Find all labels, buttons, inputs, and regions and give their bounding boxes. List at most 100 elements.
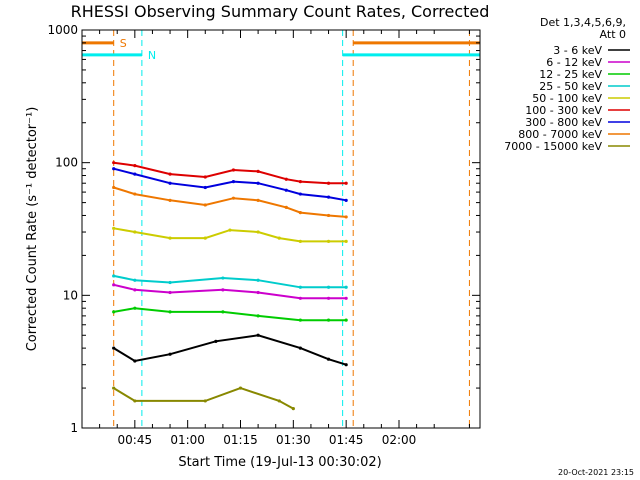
- legend-label-800-7000-keV: 800 - 7000 keV: [518, 128, 602, 141]
- series-point-25-50-keV-0: [112, 274, 116, 278]
- series-point-50-100-keV-8: [326, 239, 331, 243]
- legend-label-12-25-keV: 12 - 25 keV: [539, 68, 602, 81]
- x-tick-label-60: 01:00: [170, 433, 205, 447]
- series-point-300-800-keV-6: [284, 188, 288, 192]
- series-point-7000-15000-keV-0: [112, 386, 116, 390]
- y-tick-label-100: 100: [55, 156, 78, 170]
- series-point-50-100-keV-9: [344, 239, 348, 243]
- legend-label-3-6-keV: 3 - 6 keV: [553, 44, 602, 57]
- series-point-300-800-keV-5: [256, 181, 260, 185]
- series-point-25-50-keV-2: [168, 280, 172, 285]
- series-point-12-25-keV-2: [168, 310, 172, 314]
- series-point-100-300-keV-3: [203, 175, 207, 179]
- series-point-6-12-keV-1: [133, 288, 137, 292]
- series-point-7000-15000-keV-1: [133, 399, 137, 403]
- series-line-7000-15000-keV: [113, 387, 294, 410]
- y-tick-label-1000: 1000: [47, 23, 78, 37]
- x-tick-label-45: 00:45: [118, 433, 153, 447]
- series-point-7000-15000-keV-3: [238, 386, 243, 390]
- y-axis: 1 10 100 1000: [47, 23, 480, 435]
- series-line-12-25-keV: [113, 307, 347, 322]
- series-point-6-12-keV-6: [326, 296, 331, 300]
- series-point-300-800-keV-8: [326, 195, 331, 199]
- series-point-12-25-keV-5: [298, 318, 302, 322]
- legend-header-line-2: Att 0: [600, 28, 626, 41]
- series-point-300-800-keV-2: [168, 181, 172, 185]
- series-point-800-7000-keV-1: [133, 192, 137, 196]
- series-point-3-6-keV-5: [298, 346, 302, 350]
- series-point-7000-15000-keV-5: [291, 407, 295, 411]
- series-point-100-300-keV-7: [298, 179, 302, 184]
- series-point-800-7000-keV-6: [284, 205, 288, 210]
- series-point-300-800-keV-3: [203, 185, 207, 190]
- y-tick-label-1: 1: [70, 421, 78, 435]
- series-point-6-12-keV-3: [221, 288, 225, 292]
- series-point-25-50-keV-4: [256, 278, 260, 282]
- series-point-50-100-keV-1: [133, 230, 137, 234]
- series-line-3-6-keV: [113, 334, 347, 366]
- series-point-800-7000-keV-5: [256, 198, 260, 202]
- legend-header-line-1: Det 1,3,4,5,6,9,: [540, 16, 626, 29]
- series-point-50-100-keV-2: [168, 236, 172, 240]
- series-point-100-300-keV-5: [256, 169, 260, 173]
- series-point-300-800-keV-4: [231, 179, 236, 184]
- series-point-6-12-keV-5: [298, 296, 302, 300]
- x-axis: 00:45 01:00 01:15 01:30 01:45 02:00: [99, 30, 470, 447]
- series-point-3-6-keV-0: [112, 346, 116, 350]
- legend-label-100-300-keV: 100 - 300 keV: [525, 104, 602, 117]
- series-point-800-7000-keV-0: [112, 185, 116, 190]
- series-point-50-100-keV-6: [277, 236, 281, 240]
- series-point-3-6-keV-4: [256, 333, 260, 337]
- series-point-3-6-keV-6: [326, 357, 331, 361]
- marker-n-label: N: [148, 49, 156, 62]
- series-point-100-300-keV-8: [326, 181, 331, 185]
- series-point-25-50-keV-1: [133, 278, 137, 282]
- series-point-12-25-keV-1: [133, 306, 137, 310]
- series-point-12-25-keV-7: [344, 318, 348, 322]
- series-point-3-6-keV-2: [168, 352, 172, 356]
- series-point-6-12-keV-7: [344, 296, 348, 300]
- series-line-100-300-keV: [113, 161, 347, 185]
- series-point-300-800-keV-7: [298, 192, 302, 196]
- series-line-300-800-keV: [113, 167, 347, 202]
- series-point-7000-15000-keV-2: [203, 399, 207, 403]
- series-point-800-7000-keV-2: [168, 198, 172, 202]
- x-tick-label-120: 02:00: [382, 433, 417, 447]
- series-point-50-100-keV-4: [228, 228, 232, 232]
- series-point-100-300-keV-1: [133, 164, 137, 168]
- series-point-7000-15000-keV-4: [277, 399, 281, 403]
- series-point-800-7000-keV-8: [326, 213, 331, 218]
- series-point-50-100-keV-5: [256, 230, 260, 234]
- series-line-50-100-keV: [113, 227, 347, 243]
- x-tick-label-75: 01:15: [223, 433, 258, 447]
- series-point-6-12-keV-0: [112, 283, 116, 287]
- series-point-300-800-keV-1: [133, 172, 137, 176]
- series-point-12-25-keV-6: [326, 318, 331, 322]
- x-tick-label-105: 01:45: [329, 433, 364, 447]
- marker-s-label: S: [120, 37, 127, 50]
- series-point-3-6-keV-3: [214, 339, 218, 343]
- footer-timestamp: 20-Oct-2021 23:15: [558, 468, 634, 477]
- series-point-3-6-keV-1: [133, 359, 137, 363]
- series-point-50-100-keV-3: [203, 236, 207, 240]
- x-tick-label-90: 01:30: [276, 433, 311, 447]
- legend-label-50-100-keV: 50 - 100 keV: [532, 92, 602, 105]
- series-point-100-300-keV-2: [168, 172, 172, 176]
- series-point-3-6-keV-7: [344, 363, 348, 367]
- series-line-800-7000-keV: [113, 186, 347, 218]
- legend-label-7000-15000-keV: 7000 - 15000 keV: [504, 140, 602, 153]
- series-point-100-300-keV-9: [344, 181, 348, 185]
- series-point-300-800-keV-9: [344, 198, 348, 202]
- y-tick-label-10: 10: [63, 288, 78, 302]
- legend-label-25-50-keV: 25 - 50 keV: [539, 80, 602, 93]
- series-point-12-25-keV-4: [256, 314, 260, 318]
- legend-label-6-12-keV: 6 - 12 keV: [546, 56, 602, 69]
- series-point-800-7000-keV-4: [231, 196, 236, 200]
- series-point-6-12-keV-2: [168, 290, 172, 295]
- x-axis-label: Start Time (19-Jul-13 00:30:02): [178, 455, 381, 470]
- series-point-300-800-keV-0: [112, 167, 116, 171]
- series-point-100-300-keV-6: [284, 177, 288, 181]
- series-point-25-50-keV-5: [298, 285, 302, 289]
